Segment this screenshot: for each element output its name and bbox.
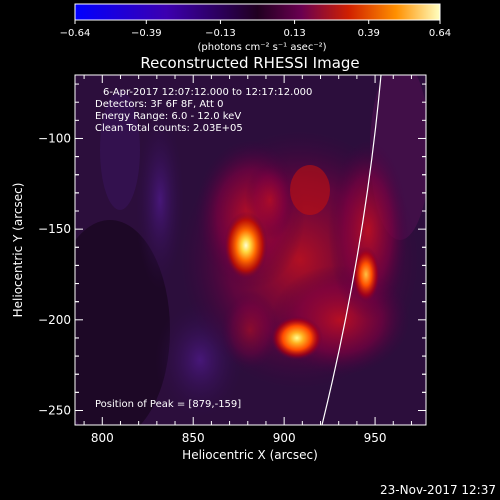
solar-limb-line — [321, 75, 382, 425]
source-blob-3 — [351, 246, 380, 303]
x-tick-label: 850 — [182, 431, 205, 445]
footer-timestamp: 23-Nov-2017 12:37 — [380, 483, 496, 497]
y-tick-label: −100 — [38, 131, 71, 145]
y-tick-label: −200 — [38, 313, 71, 327]
colorbar-tick-label: 0.13 — [283, 28, 305, 39]
x-tick-label: 900 — [273, 431, 296, 445]
colorbar-label: (photons cm⁻² s⁻¹ asec⁻²) — [197, 42, 326, 53]
plot-frame — [74, 74, 427, 426]
x-axis-label: Heliocentric X (arcsec) — [182, 448, 318, 462]
annotation-clean-counts: Clean Total counts: 2.03E+05 — [95, 123, 243, 134]
peak-position-label: Position of Peak = [879,-159] — [95, 399, 241, 410]
colorbar-tick-label: −0.39 — [131, 28, 162, 39]
source-blob-1 — [223, 211, 268, 280]
chart-title: Reconstructed RHESSI Image — [140, 54, 359, 72]
colorbar-ticks: −0.64 −0.39 −0.13 0.13 0.39 0.64 — [60, 20, 451, 39]
y-tick-label: −250 — [38, 403, 71, 417]
annotation-time-range: 6-Apr-2017 12:07:12.000 to 12:17:12.000 — [103, 87, 312, 98]
sources-layer — [223, 211, 380, 360]
axes: 800 850 900 950 −100 −150 −200 −250 — [38, 75, 426, 445]
info-annotations: 6-Apr-2017 12:07:12.000 to 12:17:12.000 … — [95, 87, 312, 410]
source-blob-2 — [270, 315, 323, 360]
annotation-energy-range: Energy Range: 6.0 - 12.0 keV — [95, 111, 241, 122]
colorbar-tick-label: −0.13 — [205, 28, 236, 39]
y-tick-label: −150 — [38, 222, 71, 236]
colorbar — [74, 3, 441, 21]
colorbar-tick-label: 0.39 — [358, 28, 380, 39]
colorbar-tick-label: −0.64 — [60, 28, 91, 39]
colorbar-tick-label: 0.64 — [429, 28, 451, 39]
annotation-detectors: Detectors: 3F 6F 8F, Att 0 — [95, 99, 223, 110]
x-tick-label: 950 — [364, 431, 387, 445]
y-axis-label: Heliocentric Y (arcsec) — [11, 183, 25, 318]
x-tick-label: 800 — [91, 431, 114, 445]
